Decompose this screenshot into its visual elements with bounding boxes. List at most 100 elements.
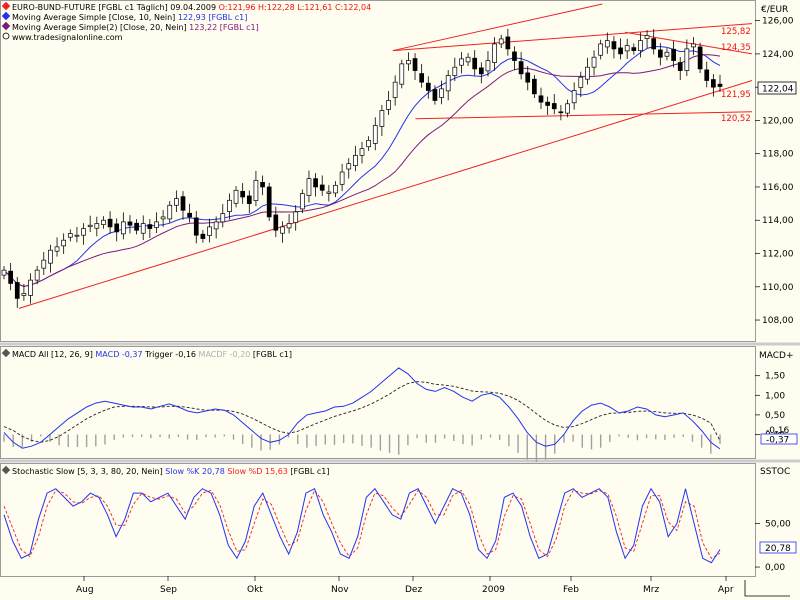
x-tick-label: Feb — [563, 585, 579, 595]
candle-body — [41, 259, 47, 269]
candle-body — [611, 41, 617, 50]
stoch-value: 20,78 — [765, 544, 791, 554]
current-price-label: 122,04 — [762, 85, 794, 95]
candle-body — [233, 189, 239, 204]
candle-body — [114, 223, 120, 233]
price-legend-line-3: Moving Average Simple(2) [Close, 20, Nei… — [12, 23, 189, 32]
candle-body — [671, 48, 676, 61]
macd-y-tick-label: 1,00 — [765, 391, 785, 401]
candle-body — [505, 36, 511, 50]
candle-body — [359, 148, 365, 156]
price-legend-line-1: EURO-BUND-FUTURE [FGBL c1 Täglich] 09.04… — [12, 3, 219, 12]
candle-body — [220, 213, 226, 223]
candle-body — [518, 61, 524, 75]
ma20-line — [3, 54, 721, 287]
candle-body — [140, 223, 146, 234]
candle-body — [445, 75, 451, 92]
candle-body — [207, 226, 212, 236]
trendline — [415, 111, 753, 120]
x-tick-label: Apr — [718, 585, 734, 595]
candle-body — [425, 82, 431, 91]
price-unit-label: €/EUR — [761, 5, 788, 15]
x-tick-label: Mrz — [643, 585, 659, 595]
candle-body — [313, 178, 318, 188]
price-y-tick-label: 108,00 — [762, 316, 794, 326]
copyright-icon — [2, 32, 10, 40]
candle-body — [538, 95, 544, 103]
stoch-y-tick-label: 50,00 — [765, 520, 791, 530]
scroll-corner-icon[interactable] — [744, 580, 790, 597]
macd-panel-frame — [0, 346, 756, 459]
price-legend-ma20: 123,22 [FGBL c1] — [189, 23, 259, 32]
macd-value-boxes: -0,16 -0,37 — [760, 426, 798, 446]
candle-body — [180, 196, 186, 211]
macd-trigger-line — [3, 381, 721, 443]
candle-body — [160, 216, 166, 220]
x-tick-label: Nov — [331, 585, 349, 595]
level-label-2: 124,35 — [721, 43, 751, 53]
candle-body — [253, 179, 259, 201]
svg-text:MACD All [12, 26, 9] MACD -0,3: MACD All [12, 26, 9] MACD -0,37 Trigger … — [12, 350, 292, 359]
candle-body — [21, 293, 27, 296]
candle-body — [664, 51, 670, 57]
price-y-tick-label: 120,00 — [762, 116, 794, 126]
macd-value: -0,37 — [766, 436, 789, 446]
candle-body — [273, 214, 279, 231]
macd-y-tick-label: 1,50 — [765, 372, 785, 382]
candle-body — [74, 234, 80, 237]
candle-body — [107, 218, 113, 228]
stoch-diamond-icon — [1, 465, 11, 475]
stoch-plot — [3, 487, 721, 564]
candle-body — [372, 125, 378, 144]
candle-body — [551, 103, 557, 110]
candle-body — [353, 155, 358, 167]
candle-body — [293, 211, 299, 223]
candle-body — [704, 69, 710, 81]
price-legend-line-2: Moving Average Simple [Close, 10, Nein] — [12, 13, 178, 22]
stoch-value-box: 20,78 — [759, 541, 797, 554]
candle-body — [392, 81, 398, 98]
candle-body — [532, 78, 537, 95]
stoch-legend-k: Slow %K 20,78 — [165, 467, 225, 476]
candle-body — [333, 184, 338, 194]
candle-body — [478, 67, 484, 75]
candle-body — [472, 57, 478, 70]
candle-body — [28, 279, 33, 296]
macd-legend-prefix: MACD All [12, 26, 9] — [12, 350, 95, 359]
candle-body — [618, 47, 623, 55]
axes: 108,00 110,00 112,00 114,00 116,00 118,00 120,… — [83, 17, 794, 581]
price-y-tick-label: 110,00 — [762, 283, 794, 293]
candle-body — [439, 88, 444, 98]
x-tick-label: Aug — [76, 585, 94, 595]
candle-body — [366, 140, 371, 148]
candle-body — [87, 224, 93, 227]
candle-body — [419, 73, 425, 83]
price-plot — [1, 3, 753, 309]
candle-body — [631, 47, 637, 51]
candle-body — [684, 48, 690, 71]
candle-body — [154, 221, 159, 228]
macd-legend: MACD All [12, 26, 9] MACD -0,37 Trigger … — [1, 348, 292, 359]
candle-body — [379, 110, 385, 127]
candle-body — [319, 184, 325, 191]
candle-body — [48, 249, 53, 264]
macd-trigger-value: -0,16 — [766, 426, 790, 436]
x-tick-label: Dez — [405, 585, 422, 595]
candle-body — [571, 90, 577, 104]
candle-body — [34, 269, 40, 281]
candle-body — [193, 217, 199, 236]
macd-plot — [3, 367, 721, 463]
candle-body — [67, 233, 73, 238]
candle-body — [412, 58, 418, 71]
candle-body — [485, 60, 491, 72]
stoch-legend-prefix: Stochastic Slow [5, 3, 3, 80, 20, Nein] — [12, 467, 165, 476]
candle-body — [299, 193, 305, 210]
candle-body — [465, 56, 471, 63]
x-axis: Aug Sep Okt Nov Dez 2009 Feb Mrz Apr — [76, 585, 734, 595]
candle-body — [306, 178, 312, 196]
candle-body — [167, 204, 173, 220]
candle-body — [452, 66, 458, 76]
stoch-legend-suffix: [FGBL c1] — [288, 467, 330, 476]
candle-body — [134, 222, 139, 231]
